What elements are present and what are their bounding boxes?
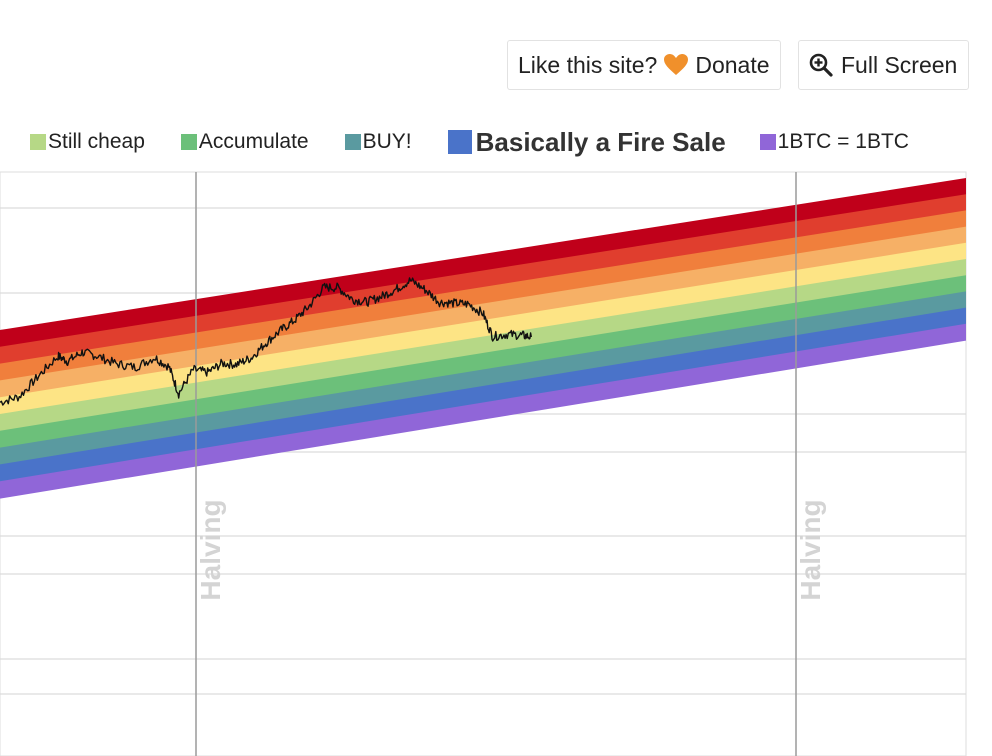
halving-label: Halving (795, 499, 826, 600)
halving-label: Halving (195, 499, 226, 600)
